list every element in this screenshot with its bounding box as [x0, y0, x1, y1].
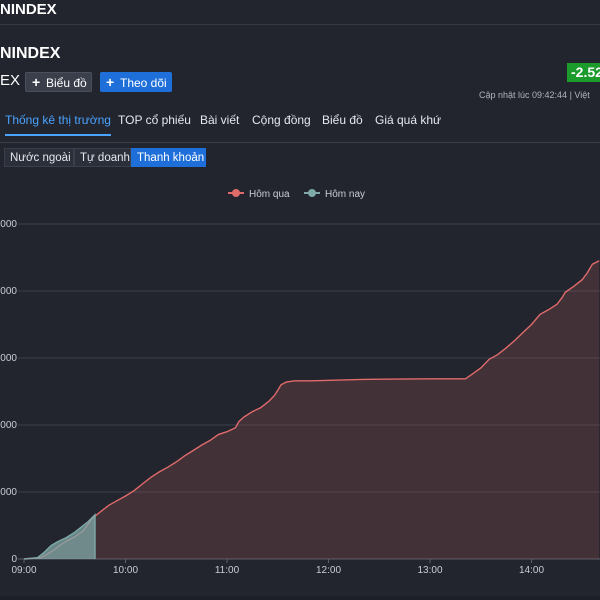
- tab-market-stats[interactable]: Thống kê thị trường: [5, 113, 111, 136]
- change-badge: -2.52: [567, 63, 600, 82]
- chart-legend: Hôm qua Hôm nay: [228, 189, 365, 200]
- tab-top-stocks[interactable]: TOP cổ phiếu: [118, 113, 191, 127]
- chart-areas: [23, 260, 600, 560]
- x-tick-label: 10:00: [113, 565, 138, 576]
- subtab-foreign[interactable]: Nước ngoài: [4, 148, 74, 167]
- tab-past-prices[interactable]: Giá quá khứ: [375, 113, 442, 127]
- top-bar: NINDEX: [0, 0, 600, 25]
- chart-button-label: Biểu đồ: [46, 76, 87, 90]
- series-line-today: [23, 513, 96, 560]
- x-axis: 09:00 10:00 11:00 12:00 13:00 14:00: [11, 559, 544, 576]
- tab-bar: Thống kê thị trường TOP cổ phiếu Bài viế…: [0, 110, 600, 143]
- y-tick-label: ,000: [0, 286, 17, 297]
- y-tick-label: ,000: [0, 219, 17, 230]
- subtab-proprietary[interactable]: Tự doanh: [74, 148, 131, 167]
- legend-label: Hôm nay: [325, 189, 365, 200]
- update-time: Cập nhật lúc 09:42:44 | Việt: [479, 90, 590, 100]
- follow-button-label: Theo dõi: [120, 76, 167, 90]
- x-tick-label: 14:00: [519, 565, 544, 576]
- liquidity-chart: 09:00 10:00 11:00 12:00 13:00 14:00 0 ,000 ,000…: [0, 189, 600, 576]
- plus-icon: +: [106, 74, 115, 90]
- app-title: NINDEX: [0, 1, 57, 18]
- x-tick-label: 13:00: [417, 565, 442, 576]
- y-tick-label: ,000: [0, 420, 17, 431]
- y-tick-label: 0: [11, 554, 17, 565]
- index-code: EX: [0, 72, 21, 89]
- legend-swatch-dot: [308, 189, 316, 197]
- legend-label: Hôm qua: [249, 189, 290, 200]
- chart-button[interactable]: + Biểu đồ: [25, 72, 92, 92]
- page-title: NINDEX: [0, 45, 61, 62]
- series-area-today: [24, 514, 95, 559]
- tab-community[interactable]: Cộng đồng: [252, 113, 311, 127]
- follow-button[interactable]: + Theo dõi: [100, 72, 172, 92]
- x-tick-label: 11:00: [215, 565, 240, 576]
- series-area-yesterday: [24, 260, 600, 559]
- y-tick-label: ,000: [0, 487, 17, 498]
- plus-icon: +: [32, 74, 41, 90]
- tab-chart[interactable]: Biểu đồ: [322, 113, 363, 127]
- tab-articles[interactable]: Bài viết: [200, 113, 240, 127]
- y-tick-label: ,000: [0, 353, 17, 364]
- chart-grid: [18, 223, 600, 560]
- subtab-liquidity[interactable]: Thanh khoản: [131, 148, 206, 167]
- x-tick-label: 09:00: [11, 565, 36, 576]
- series-line-yesterday: [23, 260, 600, 560]
- legend-swatch-dot: [232, 189, 240, 197]
- footer-edge: [0, 596, 600, 600]
- x-tick-label: 12:00: [316, 565, 341, 576]
- y-axis: 0 ,000 ,000 ,000 ,000 ,000: [0, 219, 17, 565]
